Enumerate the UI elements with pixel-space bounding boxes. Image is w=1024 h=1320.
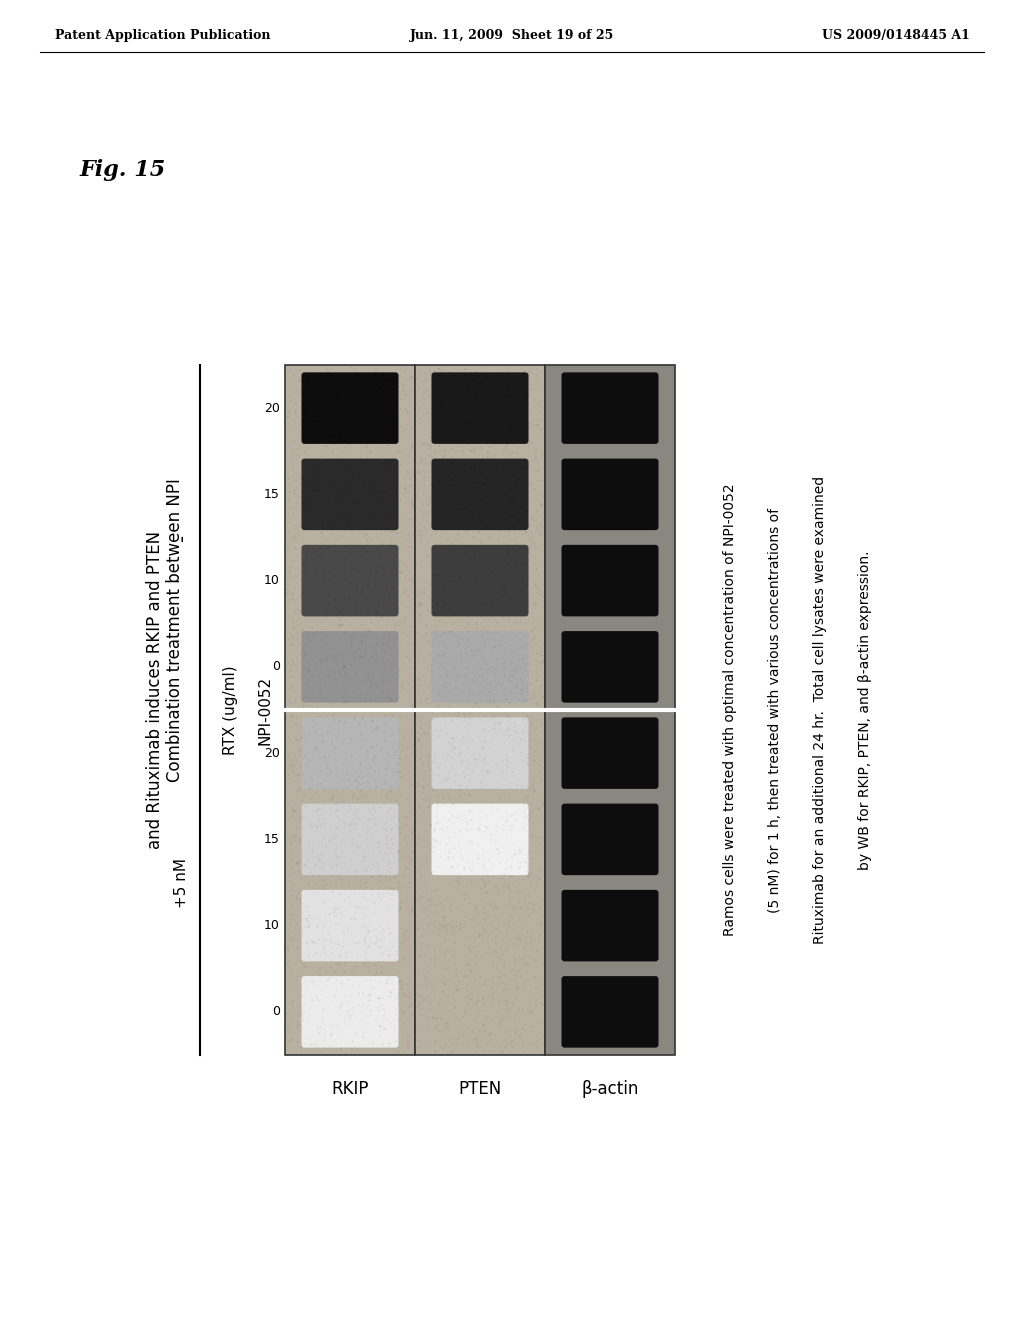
FancyBboxPatch shape	[431, 804, 528, 875]
FancyBboxPatch shape	[301, 631, 398, 702]
FancyBboxPatch shape	[301, 545, 398, 616]
Text: 0: 0	[272, 1006, 280, 1018]
Text: by WB for RKIP, PTEN, and β-actin expression.: by WB for RKIP, PTEN, and β-actin expres…	[858, 550, 872, 870]
FancyBboxPatch shape	[301, 890, 398, 961]
Text: Ramos cells were treated with optimal concentration of NPI-0052: Ramos cells were treated with optimal co…	[723, 483, 737, 936]
Text: Fig. 15: Fig. 15	[80, 158, 166, 181]
Text: 0: 0	[272, 660, 280, 673]
Text: +5 nM: +5 nM	[174, 858, 189, 908]
FancyBboxPatch shape	[301, 372, 398, 444]
Text: Patent Application Publication: Patent Application Publication	[55, 29, 270, 41]
Text: -: -	[172, 533, 191, 541]
FancyBboxPatch shape	[301, 458, 398, 531]
FancyBboxPatch shape	[431, 372, 528, 444]
Text: (5 nM) for 1 h, then treated with various concentrations of: (5 nM) for 1 h, then treated with variou…	[768, 507, 782, 912]
FancyBboxPatch shape	[561, 804, 658, 875]
Text: β-actin: β-actin	[582, 1080, 639, 1098]
Bar	[415, 366, 545, 1055]
Text: 15: 15	[264, 488, 280, 500]
Text: PTEN: PTEN	[459, 1080, 502, 1098]
FancyBboxPatch shape	[561, 717, 658, 789]
FancyBboxPatch shape	[561, 631, 658, 702]
FancyBboxPatch shape	[561, 458, 658, 531]
Text: US 2009/0148445 A1: US 2009/0148445 A1	[822, 29, 970, 41]
Text: 10: 10	[264, 574, 280, 587]
FancyBboxPatch shape	[431, 717, 528, 789]
Text: 20: 20	[264, 747, 280, 759]
FancyBboxPatch shape	[301, 975, 398, 1048]
Text: 10: 10	[264, 919, 280, 932]
Text: NPI-0052: NPI-0052	[257, 676, 272, 744]
Text: Rituximab for an additional 24 hr.  Total cell lysates were examined: Rituximab for an additional 24 hr. Total…	[813, 477, 827, 944]
FancyBboxPatch shape	[431, 458, 528, 531]
FancyBboxPatch shape	[561, 545, 658, 616]
Text: RKIP: RKIP	[331, 1080, 369, 1098]
FancyBboxPatch shape	[431, 545, 528, 616]
FancyBboxPatch shape	[561, 372, 658, 444]
Text: 15: 15	[264, 833, 280, 846]
Bar	[285, 366, 415, 1055]
FancyBboxPatch shape	[431, 631, 528, 702]
Text: and Rituximab induces RKIP and PTEN: and Rituximab induces RKIP and PTEN	[146, 531, 164, 849]
Text: 20: 20	[264, 401, 280, 414]
FancyBboxPatch shape	[561, 890, 658, 961]
Text: RTX (ug/ml): RTX (ug/ml)	[222, 665, 238, 755]
Bar	[545, 366, 675, 1055]
Text: Jun. 11, 2009  Sheet 19 of 25: Jun. 11, 2009 Sheet 19 of 25	[410, 29, 614, 41]
FancyBboxPatch shape	[301, 717, 398, 789]
Text: Combination treatment between NPI: Combination treatment between NPI	[166, 478, 184, 781]
FancyBboxPatch shape	[301, 804, 398, 875]
FancyBboxPatch shape	[561, 975, 658, 1048]
